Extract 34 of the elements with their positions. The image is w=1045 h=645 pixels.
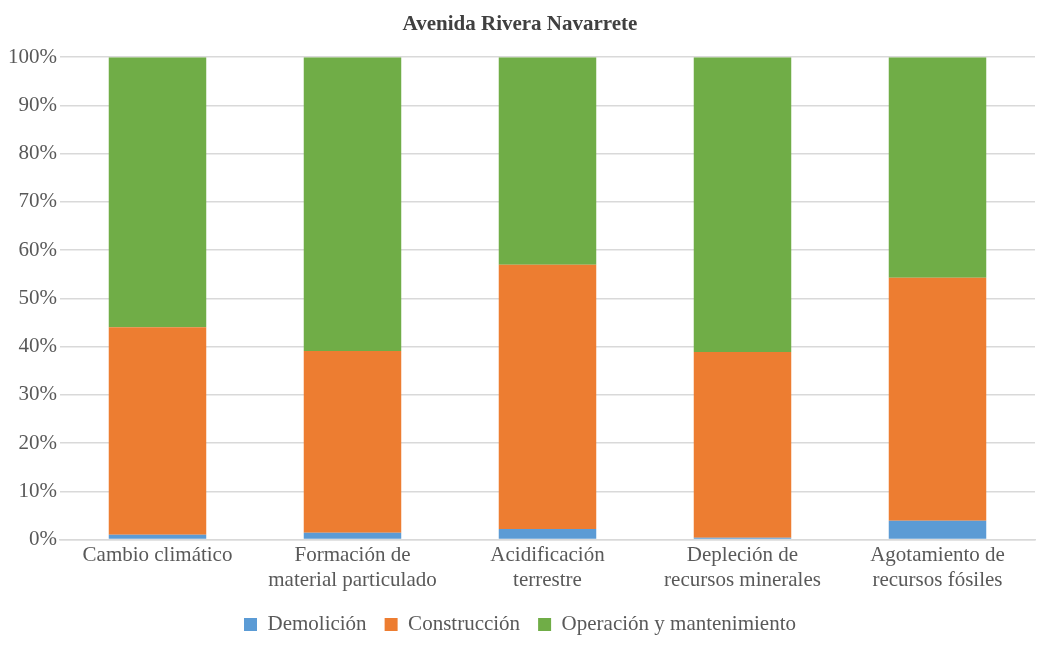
- bar: [888, 520, 987, 539]
- x-tick-label: Formación de material particulado: [268, 541, 437, 591]
- x-tick-label: Agotamiento de recursos fósiles: [870, 541, 1005, 591]
- y-tick-label: 90%: [18, 91, 57, 116]
- bar: [888, 57, 987, 278]
- y-tick-label: 70%: [18, 188, 57, 213]
- bar: [303, 57, 402, 351]
- bar: [498, 528, 597, 539]
- y-tick-label: 10%: [18, 477, 57, 502]
- bar: [108, 534, 207, 539]
- bar: [693, 351, 792, 538]
- y-tick-label: 0%: [28, 526, 57, 551]
- y-tick-label: 100%: [7, 43, 57, 68]
- legend-label: Operación y mantenimiento: [561, 611, 797, 636]
- legend-label: Construcción: [408, 611, 521, 636]
- legend-label: Demolición: [267, 611, 368, 636]
- bar: [303, 350, 402, 533]
- y-tick-label: 80%: [18, 140, 57, 165]
- y-tick-label: 40%: [18, 333, 57, 358]
- bar: [888, 277, 987, 521]
- chart-title: Avenida Rivera Navarrete: [402, 11, 638, 36]
- bar: [693, 57, 792, 352]
- bar: [303, 532, 402, 539]
- x-tick-label: Acidificación terrestre: [490, 541, 606, 591]
- x-tick-label: Depleción de recursos minerales: [664, 541, 821, 591]
- bar: [108, 57, 207, 328]
- y-tick-label: 50%: [18, 284, 57, 309]
- bar: [498, 264, 597, 529]
- y-tick-label: 60%: [18, 236, 57, 261]
- x-tick-label: Cambio climático: [82, 541, 233, 566]
- bar: [108, 327, 207, 535]
- bar: [498, 57, 597, 265]
- y-tick-label: 20%: [18, 429, 57, 454]
- y-tick-label: 30%: [18, 381, 57, 406]
